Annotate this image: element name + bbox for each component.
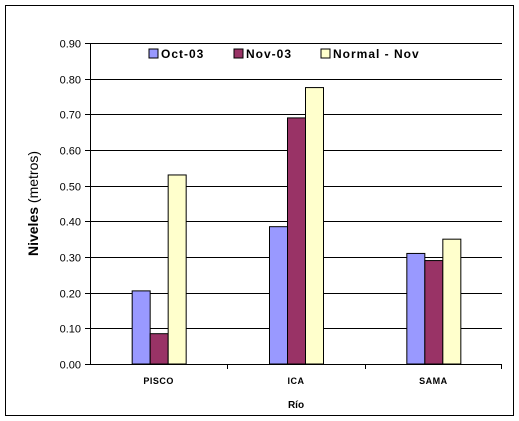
x-category-label: SAMA: [419, 376, 448, 386]
y-tick-label: 0.80: [60, 75, 81, 87]
legend: Oct-03 Nov-03 Normal - Nov: [138, 45, 452, 65]
x-category-label: ICA: [288, 376, 305, 386]
y-tick-label: 0.00: [60, 360, 81, 372]
y-tick-label: 0.50: [60, 182, 81, 194]
y-tick-labels: 0.00 0.10 0.20 0.30 0.40 0.50 0.60 0.70 0.80 0.90: [60, 39, 81, 372]
legend-swatch: [148, 48, 159, 59]
bar-pisco-2: [167, 174, 187, 365]
y-tick-label: 0.40: [60, 217, 81, 229]
legend-label: Oct-03: [161, 47, 204, 61]
bar-pisco-1: [149, 333, 169, 365]
legend-background: [138, 45, 452, 65]
x-category-labels: PISCO ICA SAMA: [143, 376, 447, 386]
bar-sama-2: [442, 238, 462, 365]
bar-ica-0: [269, 226, 288, 365]
y-axis-title-bold: Niveles: [25, 207, 41, 256]
y-tick-label: 0.20: [60, 289, 81, 301]
y-tick-label: 0.90: [60, 39, 81, 51]
y-tick-label: 0.10: [60, 324, 81, 336]
x-category-label: PISCO: [143, 376, 174, 386]
legend-label: Nov-03: [246, 47, 292, 61]
y-tick-label: 0.30: [60, 253, 81, 265]
x-axis-title: Río: [288, 400, 304, 411]
bar-ica-1: [287, 117, 306, 365]
bar-sama-1: [424, 260, 444, 365]
y-tick-label: 0.70: [60, 110, 81, 122]
bar-sama-0: [406, 252, 426, 365]
legend-swatch: [233, 48, 244, 59]
y-axis-title: Niveles (metros): [25, 151, 41, 256]
axes: [85, 43, 502, 369]
bars: [131, 87, 462, 365]
bar-ica-2: [305, 87, 324, 365]
bar-pisco-0: [131, 290, 151, 365]
legend-swatch: [320, 48, 331, 59]
legend-label: Normal - Nov: [333, 47, 420, 61]
y-axis-title-rest: (metros): [25, 151, 41, 207]
y-tick-label: 0.60: [60, 146, 81, 158]
